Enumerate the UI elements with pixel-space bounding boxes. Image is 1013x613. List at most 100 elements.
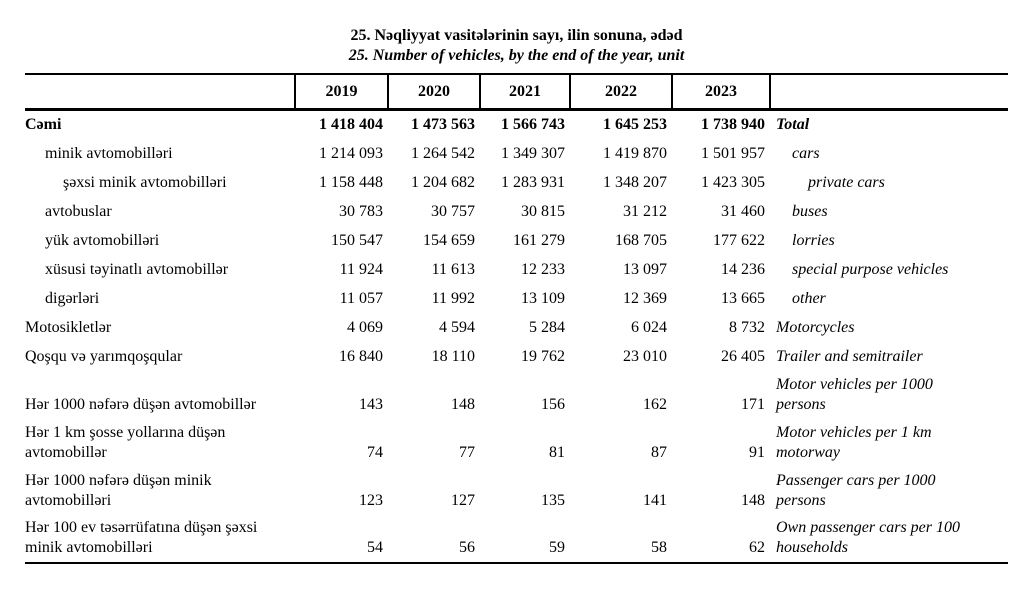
row-label-az: Cəmi [25, 115, 62, 133]
cell-value: 26 405 [721, 347, 765, 365]
cell-value: 16 840 [339, 347, 383, 365]
table-row: xüsusi təyinatlı avtomobillər 11 924 11 … [25, 255, 1008, 284]
cell-value: 148 [741, 491, 765, 509]
cell-value: 171 [741, 395, 765, 413]
cell-value: 59 [480, 514, 570, 564]
cell-value: 123 [359, 491, 383, 509]
cell-value: 62 [672, 514, 770, 564]
cell-value: 1 423 305 [701, 173, 765, 191]
table-row: digərləri 11 057 11 992 13 109 12 369 13… [25, 284, 1008, 313]
table-row: Hər 100 ev təsərrüfatına düşən şəxsi min… [25, 514, 1008, 564]
cell-value: 1 283 931 [501, 173, 565, 191]
corner-cell-right [770, 73, 1008, 111]
row-label-az: Hər 1 km şosse yollarına düşən avtomobil… [25, 423, 226, 461]
cell-value: 1 214 093 [319, 144, 383, 162]
cell-value: 18 110 [431, 347, 475, 365]
row-label-en: cars [792, 144, 820, 162]
table-row: Hər 1000 nəfərə düşən minik avtomobillər… [25, 467, 1008, 515]
cell-value: 6 024 [631, 318, 667, 336]
table-row: Qoşqu və yarımqoşqular 16 840 18 110 19 … [25, 342, 1008, 371]
cell-value: 30 783 [339, 202, 383, 220]
cell-value: 12 369 [623, 289, 667, 307]
cell-value: 56 [388, 514, 480, 564]
row-label-en: Trailer and semitrailer [776, 347, 923, 365]
row-label-az: avtobuslar [45, 202, 112, 220]
cell-value: 13 097 [623, 260, 667, 278]
cell-value: 31 460 [721, 202, 765, 220]
year-header: 2022 [569, 73, 673, 111]
year-header: 2020 [387, 73, 481, 111]
cell-value: 13 665 [721, 289, 765, 307]
cell-value: 30 815 [521, 202, 565, 220]
table-row: şəxsi minik avtomobilləri 1 158 448 1 20… [25, 168, 1008, 197]
row-label-en: special purpose vehicles [792, 260, 949, 278]
row-label-az: yük avtomobilləri [45, 231, 160, 249]
cell-value: 1 738 940 [701, 115, 765, 133]
table-row: avtobuslar 30 783 30 757 30 815 31 212 3… [25, 197, 1008, 226]
cell-value: 23 010 [623, 347, 667, 365]
cell-value: 77 [459, 443, 475, 461]
cell-value: 1 158 448 [319, 173, 383, 191]
cell-value: 58 [570, 514, 672, 564]
cell-value: 11 992 [431, 289, 475, 307]
cell-value: 1 566 743 [501, 115, 565, 133]
row-label-az: şəxsi minik avtomobilləri [63, 173, 227, 191]
cell-value: 14 236 [721, 260, 765, 278]
row-label-en: Total [776, 115, 810, 133]
cell-value: 141 [643, 491, 667, 509]
row-label-az: Qoşqu və yarımqoşqular [25, 347, 183, 365]
cell-value: 1 204 682 [411, 173, 475, 191]
cell-value: 150 547 [331, 231, 383, 249]
row-label-en: Motorcycles [776, 318, 855, 336]
cell-value: 177 622 [713, 231, 765, 249]
cell-value: 4 069 [347, 318, 383, 336]
row-label-az: digərləri [45, 289, 100, 307]
row-label-en: buses [792, 202, 828, 220]
cell-value: 1 645 253 [603, 115, 667, 133]
cell-value: 1 264 542 [411, 144, 475, 162]
row-label-az: xüsusi təyinatlı avtomobillər [45, 260, 229, 278]
cell-value: 127 [451, 491, 475, 509]
cell-value: 81 [549, 443, 565, 461]
cell-value: 11 057 [339, 289, 383, 307]
row-label-az: minik avtomobilləri [45, 144, 173, 162]
table-row: yük avtomobilləri 150 547 154 659 161 27… [25, 226, 1008, 255]
cell-value: 11 924 [339, 260, 383, 278]
row-label-en: private cars [808, 173, 885, 191]
table-title-az: 25. Nəqliyyat vasitələrinin sayı, ilin s… [350, 27, 683, 44]
year-header: 2019 [294, 73, 389, 111]
row-label-en: Own passenger cars per 100 households [770, 514, 1008, 564]
row-label-en: Motor vehicles per 1 km motorway [776, 423, 932, 461]
cell-value: 156 [541, 395, 565, 413]
cell-value: 31 212 [623, 202, 667, 220]
cell-value: 1 473 563 [411, 115, 475, 133]
cell-value: 4 594 [439, 318, 475, 336]
cell-value: 1 348 207 [603, 173, 667, 191]
corner-cell-left [25, 73, 295, 111]
cell-value: 12 233 [521, 260, 565, 278]
cell-value: 168 705 [615, 231, 667, 249]
cell-value: 1 419 870 [603, 144, 667, 162]
row-label-az: Motosikletlər [25, 318, 112, 336]
row-label-en: other [792, 289, 826, 307]
year-header: 2023 [671, 73, 771, 111]
row-label-az: Hər 1000 nəfərə düşən minik avtomobillər… [25, 471, 212, 509]
table-row: minik avtomobilləri 1 214 093 1 264 542 … [25, 139, 1008, 168]
cell-value: 8 732 [729, 318, 765, 336]
row-label-en: Passenger cars per 1000 persons [776, 471, 936, 509]
cell-value: 19 762 [521, 347, 565, 365]
table-title-en: 25. Number of vehicles, by the end of th… [348, 47, 685, 64]
cell-value: 154 659 [423, 231, 475, 249]
year-header: 2021 [479, 73, 571, 111]
cell-value: 1 501 957 [701, 144, 765, 162]
vehicles-table: 2019 2020 2021 2022 2023 Cəmi 1 418 404 … [25, 73, 1008, 564]
cell-value: 143 [359, 395, 383, 413]
cell-value: 11 613 [431, 260, 475, 278]
header-row: 2019 2020 2021 2022 2023 [25, 73, 1008, 111]
table-row: Cəmi 1 418 404 1 473 563 1 566 743 1 645… [25, 110, 1008, 139]
row-label-az: Hər 1000 nəfərə düşən avtomobillər [25, 395, 257, 413]
cell-value: 1 418 404 [319, 115, 383, 133]
table-row: Motosikletlər 4 069 4 594 5 284 6 024 8 … [25, 313, 1008, 342]
cell-value: 161 279 [513, 231, 565, 249]
table-row: Hər 1 km şosse yollarına düşən avtomobil… [25, 419, 1008, 467]
